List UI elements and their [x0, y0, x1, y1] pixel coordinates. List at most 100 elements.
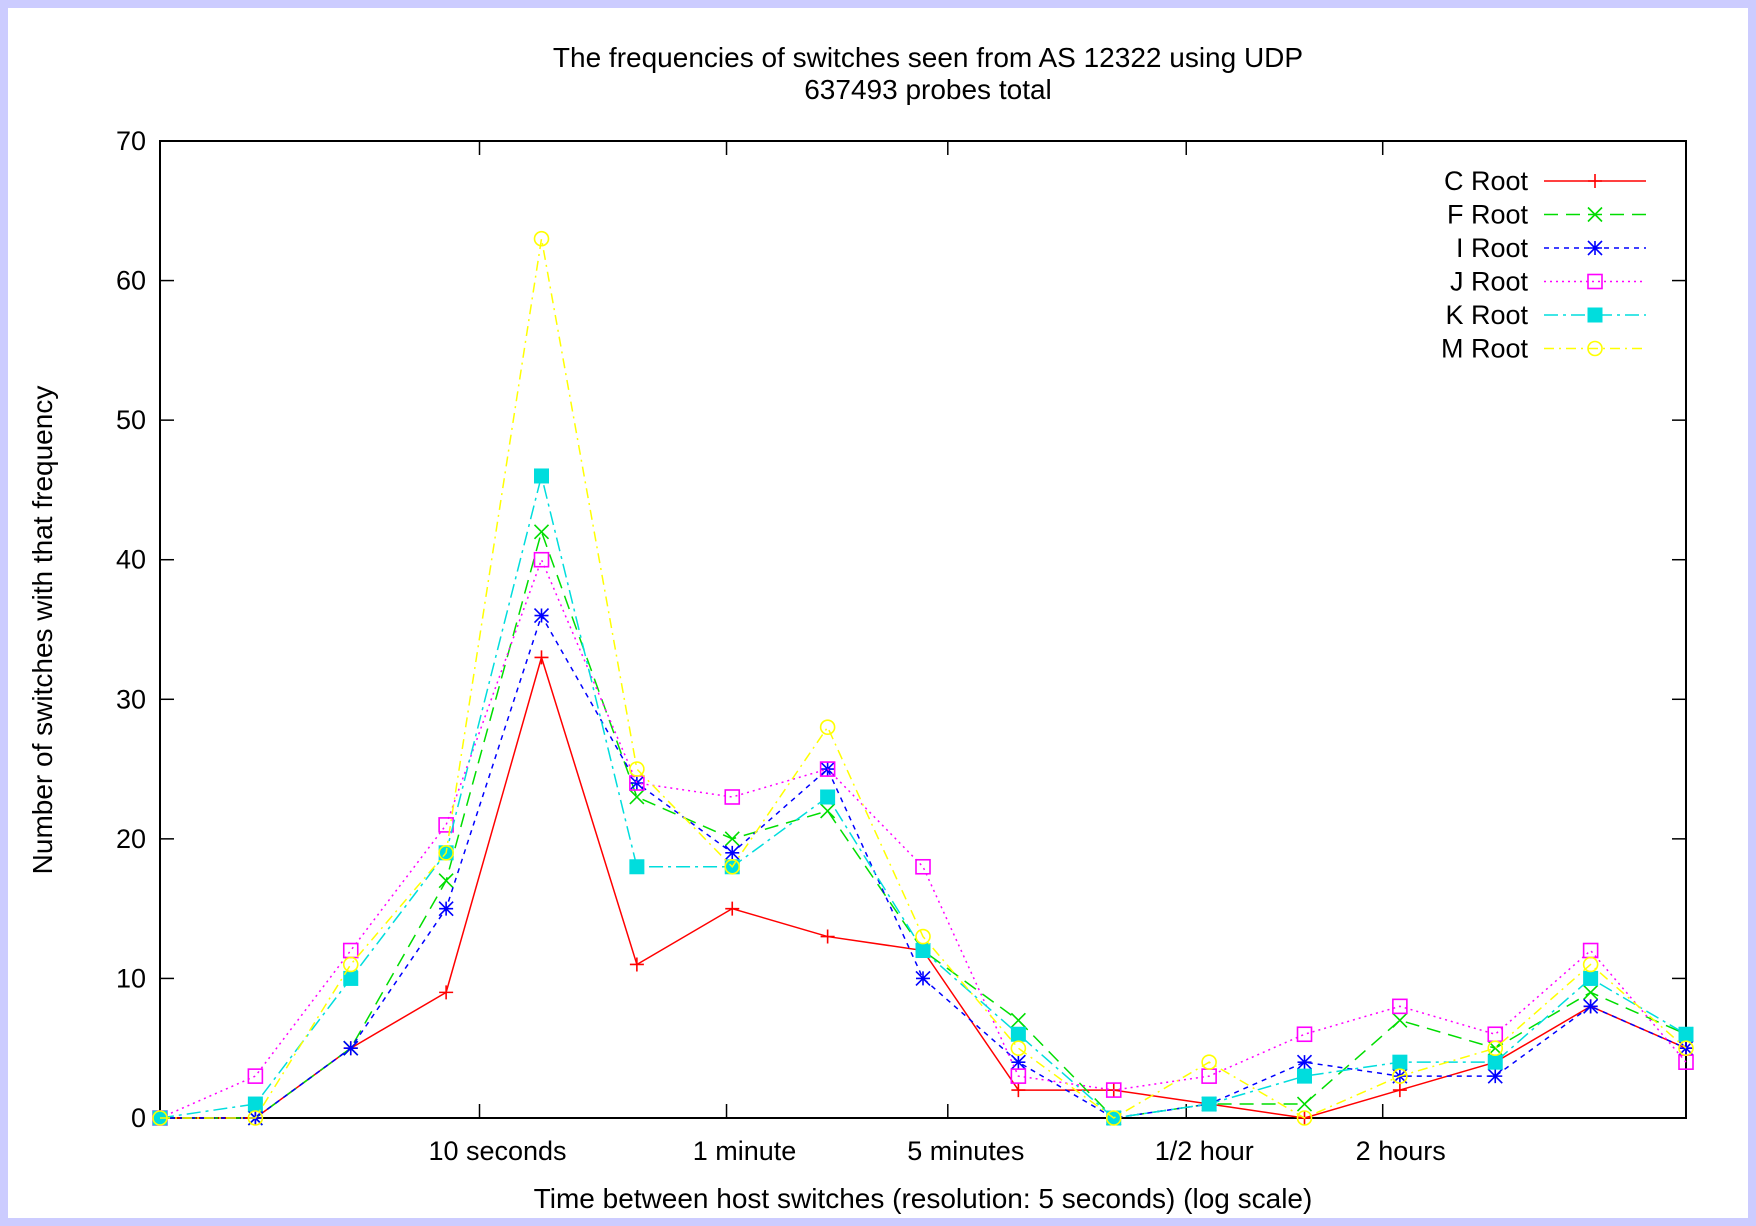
series-group — [152, 230, 1694, 1126]
legend-label: M Root — [1441, 334, 1529, 364]
data-point — [1583, 984, 1599, 1000]
data-point — [1392, 1012, 1408, 1028]
series-k-root — [152, 468, 1694, 1126]
data-point — [1583, 970, 1599, 986]
data-point — [343, 1040, 359, 1056]
chart-subtitle: 637493 probes total — [804, 74, 1052, 105]
data-point — [915, 928, 931, 945]
legend-label: C Root — [1444, 166, 1529, 196]
data-point — [1010, 1040, 1027, 1057]
series-j-root — [152, 551, 1694, 1126]
y-tick-label: 70 — [116, 126, 146, 156]
legend-item: M Root — [1441, 334, 1646, 364]
y-axis: 0 10 20 30 40 50 60 70 — [116, 126, 1686, 1133]
data-point — [1201, 1054, 1217, 1070]
data-point — [1010, 1012, 1026, 1028]
data-point — [1487, 1026, 1504, 1043]
plot-area — [159, 140, 1687, 1119]
series-line — [159, 557, 1687, 1119]
x-tick-label: 1 minute — [693, 1136, 797, 1166]
y-tick-label: 30 — [116, 684, 146, 714]
data-point — [438, 873, 454, 889]
data-point — [247, 1096, 263, 1112]
legend-label: I Root — [1456, 233, 1529, 263]
y-tick-label: 20 — [116, 824, 146, 854]
data-point — [1487, 1068, 1503, 1084]
y-tick-label: 0 — [131, 1103, 146, 1133]
data-point — [1587, 240, 1603, 256]
data-point — [724, 845, 740, 861]
data-point — [724, 858, 741, 875]
data-point — [1011, 1083, 1026, 1098]
data-point — [1487, 1040, 1504, 1057]
x-tick-label: 5 minutes — [907, 1136, 1024, 1166]
series-line — [160, 613, 1687, 1119]
y-tick-label: 10 — [116, 963, 146, 993]
data-point — [629, 859, 645, 875]
chart-title: The frequencies of switches seen from AS… — [553, 42, 1303, 73]
data-point — [1583, 998, 1599, 1014]
data-point — [1678, 1026, 1694, 1042]
data-point — [1010, 1068, 1027, 1084]
data-point — [247, 1110, 264, 1126]
data-point — [1392, 998, 1408, 1015]
series-m-root — [152, 230, 1694, 1126]
data-point — [1582, 956, 1599, 973]
data-point — [1588, 174, 1602, 188]
x-tick-label: 1/2 hour — [1155, 1136, 1254, 1166]
data-point — [629, 761, 645, 777]
data-point — [533, 524, 550, 540]
data-point — [534, 468, 549, 484]
legend-item: K Root — [1445, 300, 1646, 330]
y-tick-label: 50 — [116, 405, 146, 435]
data-point — [1587, 206, 1603, 223]
data-point — [152, 1110, 168, 1126]
legend-label: J Root — [1450, 267, 1529, 297]
data-point — [1392, 1083, 1407, 1098]
y-tick-label: 60 — [116, 266, 146, 296]
data-point — [915, 970, 931, 986]
data-point — [1296, 1054, 1313, 1070]
data-point — [1587, 273, 1603, 290]
data-point — [629, 789, 645, 805]
data-point — [725, 901, 740, 916]
data-point — [724, 789, 741, 805]
series-i-root — [152, 607, 1694, 1126]
series-line — [159, 475, 1687, 1119]
data-point — [1010, 1054, 1026, 1070]
data-point — [1587, 307, 1603, 323]
data-point — [438, 901, 454, 917]
data-point — [629, 775, 645, 791]
data-point — [1297, 1068, 1312, 1084]
legend-label: F Root — [1447, 200, 1529, 230]
series-c-root — [153, 650, 1693, 1125]
data-point — [819, 719, 836, 736]
series-f-root — [152, 524, 1694, 1126]
legend-item: C Root — [1444, 166, 1646, 196]
data-point — [1010, 1026, 1026, 1042]
data-point — [1392, 1054, 1408, 1070]
data-point — [1392, 1068, 1408, 1084]
data-point — [1296, 1110, 1313, 1126]
legend-item: J Root — [1450, 267, 1646, 297]
data-point — [439, 985, 454, 1000]
x-tick-label: 10 seconds — [428, 1136, 566, 1166]
data-point — [1105, 1082, 1122, 1098]
x-axis: 10 seconds 1 minute 5 minutes 1/2 hour 2 hou… — [428, 141, 1446, 1166]
data-point — [915, 858, 931, 875]
data-point — [820, 803, 836, 819]
x-tick-label: 2 hours — [1356, 1136, 1446, 1166]
chart-frame: The frequencies of switches seen from AS… — [8, 8, 1748, 1218]
data-point — [1201, 1096, 1217, 1112]
data-point — [629, 957, 644, 972]
data-point — [1678, 1040, 1694, 1057]
data-point — [820, 929, 835, 944]
data-point — [915, 943, 931, 959]
series-line — [160, 654, 1687, 1119]
data-point — [1296, 1026, 1313, 1043]
data-point — [534, 650, 549, 665]
legend-item: I Root — [1456, 233, 1646, 263]
data-point — [820, 789, 836, 805]
data-point — [724, 831, 740, 847]
data-point — [533, 551, 550, 568]
